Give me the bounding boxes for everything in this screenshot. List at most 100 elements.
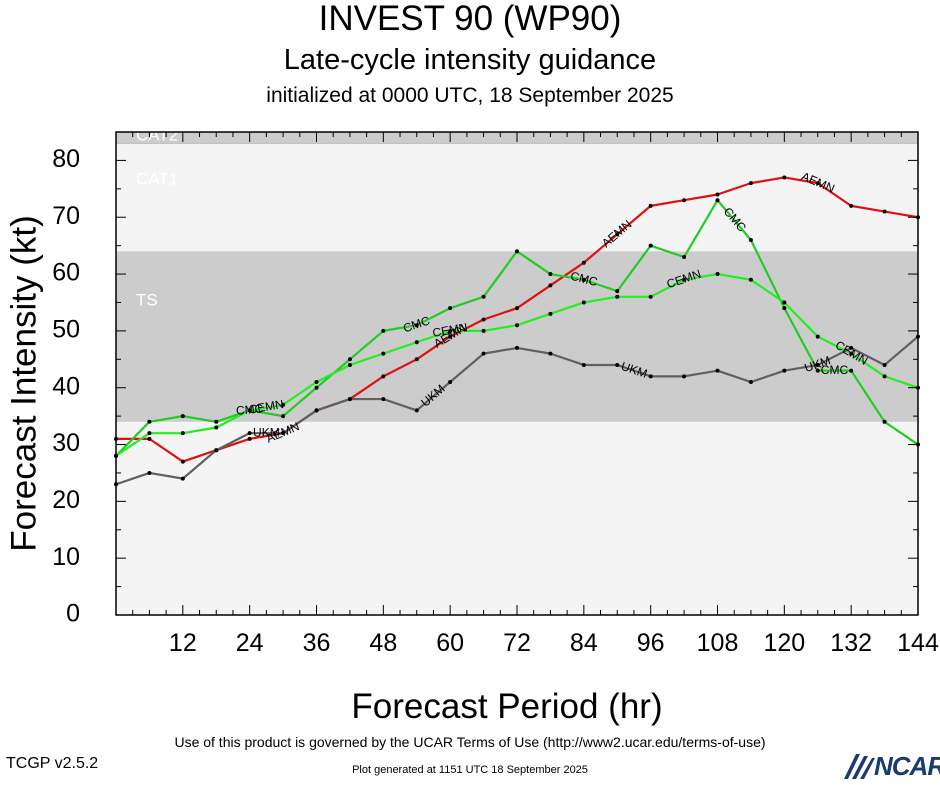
point-cemn xyxy=(648,294,653,299)
point-cmc xyxy=(815,368,820,373)
y-tick-label: 10 xyxy=(52,543,80,571)
point-aemn xyxy=(849,203,854,208)
point-cemn xyxy=(615,294,620,299)
version-label: TCGP v2.5.2 xyxy=(6,755,99,772)
generated-timestamp: Plot generated at 1151 UTC 18 September … xyxy=(352,764,588,776)
point-aemn xyxy=(147,436,152,441)
point-cemn xyxy=(180,431,185,436)
point-ukm xyxy=(715,368,720,373)
point-aemn xyxy=(715,192,720,197)
point-ukm xyxy=(347,397,352,402)
point-cmc xyxy=(648,243,653,248)
ncar-logo-text: NCAR xyxy=(874,751,940,781)
point-cemn xyxy=(581,300,586,305)
point-cemn xyxy=(448,328,453,333)
point-cmc xyxy=(347,357,352,362)
y-tick-label: 30 xyxy=(52,429,80,457)
point-aemn xyxy=(180,459,185,464)
x-tick-label: 84 xyxy=(570,629,598,657)
y-axis-label: Forecast Intensity (kt) xyxy=(4,215,43,551)
point-ukm xyxy=(782,368,787,373)
band-label-ts: TS xyxy=(136,290,158,309)
point-cemn xyxy=(281,402,286,407)
series-label-ukm: UKM xyxy=(253,425,280,439)
point-cmc xyxy=(548,272,553,277)
point-ukm xyxy=(247,431,252,436)
band-cat1 xyxy=(116,143,918,252)
point-aemn xyxy=(615,232,620,237)
point-ukm xyxy=(648,374,653,379)
series-label-cmc: CMC xyxy=(821,363,849,377)
y-tick-label: 40 xyxy=(52,372,80,400)
point-cmc xyxy=(481,294,486,299)
x-tick-label: 60 xyxy=(436,629,464,657)
point-ukm xyxy=(481,351,486,356)
point-cmc xyxy=(214,419,219,424)
band-label-cat1: CAT1 xyxy=(136,170,178,189)
point-cemn xyxy=(548,311,553,316)
point-cmc xyxy=(281,414,286,419)
x-tick-label: 72 xyxy=(503,629,531,657)
point-aemn xyxy=(548,283,553,288)
point-cmc xyxy=(849,368,854,373)
point-cemn xyxy=(748,277,753,282)
point-cmc xyxy=(381,328,386,333)
point-cemn xyxy=(381,351,386,356)
point-cemn xyxy=(314,380,319,385)
point-aemn xyxy=(782,175,787,180)
point-cmc xyxy=(682,255,687,260)
x-tick-label: 96 xyxy=(637,629,665,657)
point-cmc xyxy=(314,385,319,390)
point-ukm xyxy=(381,397,386,402)
point-aemn xyxy=(748,181,753,186)
band-ts xyxy=(116,251,918,422)
point-aemn xyxy=(648,203,653,208)
point-ukm xyxy=(849,345,854,350)
point-cmc xyxy=(782,306,787,311)
chart-subtitle: Late-cycle intensity guidance xyxy=(283,44,657,76)
point-cemn xyxy=(682,277,687,282)
point-cmc xyxy=(882,419,887,424)
point-aemn xyxy=(247,436,252,441)
x-tick-label: 132 xyxy=(830,629,872,657)
point-cemn xyxy=(815,334,820,339)
point-cemn xyxy=(347,362,352,367)
point-ukm xyxy=(815,362,820,367)
point-ukm xyxy=(214,448,219,453)
init-line: initialized at 0000 UTC, 18 September 20… xyxy=(266,84,674,107)
point-ukm xyxy=(448,380,453,385)
point-cemn xyxy=(782,300,787,305)
point-cemn xyxy=(715,272,720,277)
point-ukm xyxy=(414,408,419,413)
point-ukm xyxy=(581,362,586,367)
series-label-cemn: CEMN xyxy=(431,320,468,340)
y-tick-label: 0 xyxy=(66,600,80,628)
terms-of-use-notice: Use of this product is governed by the U… xyxy=(174,734,766,750)
y-tick-label: 60 xyxy=(52,259,80,287)
point-aemn xyxy=(414,357,419,362)
point-cmc xyxy=(515,249,519,254)
point-ukm xyxy=(281,431,286,436)
point-aemn xyxy=(682,198,687,203)
point-aemn xyxy=(381,374,386,379)
y-tick-label: 50 xyxy=(52,315,80,343)
point-cemn xyxy=(515,323,519,328)
point-aemn xyxy=(481,317,486,322)
point-cmc xyxy=(147,419,152,424)
series-label-cmc: CMC xyxy=(235,401,264,417)
point-cemn xyxy=(481,328,486,333)
point-cemn xyxy=(849,351,854,356)
point-cmc xyxy=(180,414,185,419)
y-tick-label: 20 xyxy=(52,486,80,514)
point-cemn xyxy=(414,340,419,345)
point-cmc xyxy=(615,289,620,294)
series-label-cmc: CMC xyxy=(569,269,599,289)
point-aemn xyxy=(515,306,519,311)
point-ukm xyxy=(548,351,553,356)
y-tick-label: 80 xyxy=(52,145,80,173)
point-ukm xyxy=(682,374,687,379)
point-ukm xyxy=(748,380,753,385)
y-tick-label: 70 xyxy=(52,202,80,230)
chart-title: INVEST 90 (WP90) xyxy=(318,0,622,38)
